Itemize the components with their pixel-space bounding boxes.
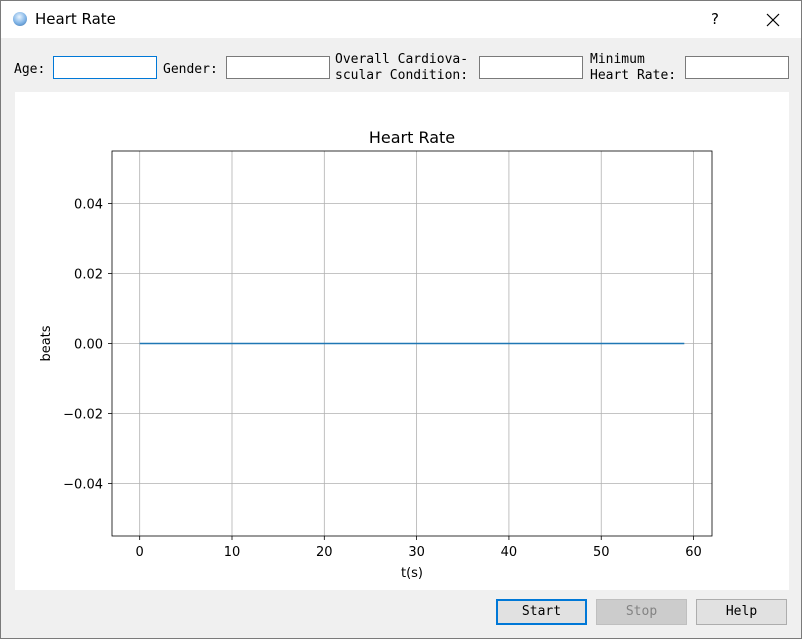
gender-label: Gender:	[163, 62, 218, 77]
age-label: Age:	[14, 62, 46, 77]
min-heart-rate-label: Minimum Heart Rate:	[590, 52, 676, 84]
start-button[interactable]: Start	[496, 599, 587, 625]
plot-frame	[111, 150, 713, 537]
min-heart-rate-label-line2: Heart Rate:	[590, 68, 677, 83]
help-title-button[interactable]: ?	[711, 10, 719, 28]
x-tick-label: 60	[685, 545, 702, 560]
heart-rate-chart: 0 10 20 30 40 50 60 0.04 0.02 0.00 −0.02 −0.04 Heart…	[39, 128, 713, 581]
min-heart-rate-label-line1: Minimum	[590, 52, 645, 67]
gender-input[interactable]	[226, 56, 330, 79]
x-tick-label: 40	[501, 545, 518, 560]
y-tick-label: −0.02	[63, 408, 103, 423]
x-tick-label: 0	[136, 545, 144, 560]
y-tick-label: 0.04	[74, 198, 103, 213]
app-icon	[13, 12, 27, 26]
y-tick-label: 0.02	[74, 268, 103, 283]
chart-title: Heart Rate	[369, 128, 455, 147]
stop-button[interactable]: Stop	[596, 599, 687, 625]
x-axis-label: t(s)	[401, 566, 423, 581]
x-tick-label: 10	[224, 545, 241, 560]
age-input[interactable]	[53, 56, 157, 79]
min-heart-rate-input[interactable]	[685, 56, 789, 79]
window-title: Heart Rate	[35, 10, 116, 28]
plot-canvas: 0 10 20 30 40 50 60 0.04 0.02 0.00 −0.02 −0.04 Heart…	[15, 92, 789, 590]
close-icon	[766, 13, 780, 27]
y-tick-label: 0.00	[74, 338, 103, 353]
x-tick-label: 20	[316, 545, 333, 560]
cardio-condition-label-line1: Overall Cardiova-	[335, 52, 469, 67]
x-tick-label: 30	[408, 545, 425, 560]
help-button[interactable]: Help	[696, 599, 787, 625]
cardio-condition-label: Overall Cardiova- scular Condition:	[335, 52, 468, 84]
y-tick-label: −0.04	[63, 478, 103, 493]
close-button[interactable]	[744, 1, 801, 38]
cardio-condition-input[interactable]	[479, 56, 583, 79]
cardio-condition-label-line2: scular Condition:	[335, 68, 469, 83]
y-axis-label: beats	[39, 325, 54, 361]
title-bar[interactable]: Heart Rate ?	[1, 1, 801, 38]
x-tick-label: 50	[593, 545, 610, 560]
